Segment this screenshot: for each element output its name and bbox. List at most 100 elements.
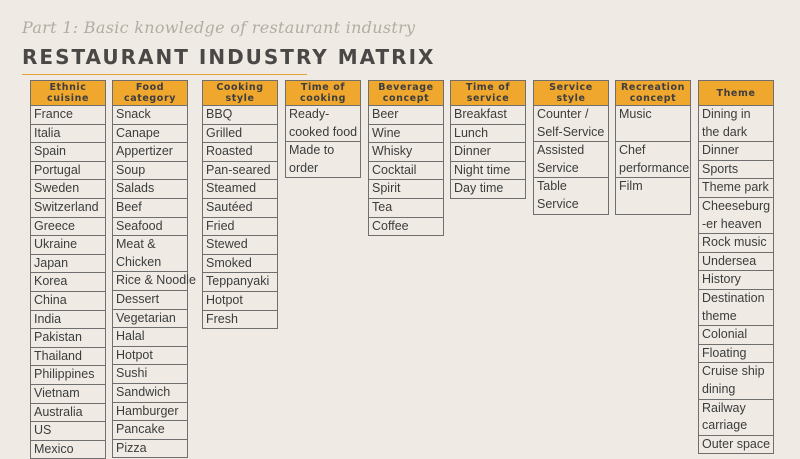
column-header: Beverage concept: [368, 80, 444, 106]
cell-text: France: [34, 107, 73, 121]
cell-text: Service: [537, 160, 579, 175]
column-cells: Breakfast Lunch Dinner Night time Day time: [450, 106, 526, 199]
matrix-cell: Whisky: [369, 142, 443, 161]
title-underline: [22, 74, 307, 75]
matrix-cell: Sports: [699, 159, 773, 179]
header-line: Time of: [300, 82, 346, 93]
matrix-cell: Coffee: [369, 216, 443, 236]
matrix-cell: Vietnam: [31, 383, 105, 403]
cell-text: Pakistan: [34, 330, 82, 345]
matrix-cell: Switzerland: [31, 197, 105, 217]
matrix-cell: Vegetarian: [113, 308, 187, 328]
column-header-text: Ethnic cuisine: [47, 82, 89, 104]
matrix-cell: Cruise ship dining: [699, 362, 773, 398]
cell-text: Hamburger: [116, 403, 179, 418]
matrix-cell: Teppanyaki: [203, 272, 277, 291]
matrix-cell: Steamed: [203, 179, 277, 198]
matrix-column: Time of cooking Ready-cooked food Made to or…: [285, 80, 361, 179]
matrix-cell: Night time: [451, 160, 525, 180]
cell-text: Table: [537, 179, 567, 194]
matrix-cell: Beef: [113, 197, 187, 217]
cell-text: [619, 196, 687, 214]
cell-text: Roasted: [206, 144, 253, 159]
cell-text: Fried: [206, 218, 235, 233]
cell-text: Tea: [372, 199, 393, 214]
cell-text: order: [289, 160, 319, 175]
matrix-cell: Hotpot: [113, 345, 187, 365]
matrix-cell: Breakfast: [451, 106, 525, 124]
cell-text: Halal: [116, 329, 145, 344]
matrix-cell: China: [31, 290, 105, 310]
cell-text: Australia: [34, 404, 83, 419]
header-line: concept: [382, 93, 430, 104]
cell-text: Railway: [702, 400, 746, 415]
cell-text: Dessert: [116, 291, 160, 306]
matrix-cell: Fried: [203, 216, 277, 236]
matrix-cell: Tea: [369, 197, 443, 217]
cell-text: Vegetarian: [116, 310, 176, 325]
cell-text: Colonial: [702, 327, 748, 342]
matrix-cell: Rice & Noodle: [113, 271, 196, 290]
matrix-cell: Sandwich: [113, 382, 187, 402]
cell-text: Seafood: [116, 218, 163, 233]
matrix-cell: Appertizer: [113, 142, 187, 161]
cell-text: Sports: [702, 161, 739, 176]
matrix-cell: Music: [616, 106, 690, 141]
matrix-cell: Destination theme: [699, 288, 773, 325]
matrix-cell: Theme park: [699, 178, 773, 197]
column-header: Cooking style: [202, 80, 278, 106]
column-cells: Dining in the dark Dinner Sports Theme park C…: [698, 106, 774, 455]
matrix-cell: Korea: [31, 272, 105, 291]
cell-text: Night time: [454, 162, 511, 177]
cell-text: Portugal: [34, 162, 81, 177]
cell-text: China: [34, 292, 67, 307]
column-header-text: Recreation concept: [621, 82, 685, 104]
cell-text: Soup: [116, 162, 146, 177]
cell-text: Chicken: [116, 254, 162, 269]
cell-text: Dining in: [702, 107, 751, 121]
matrix-cell: Hotpot: [203, 290, 277, 310]
column-header-text: Time of service: [466, 82, 510, 104]
matrix-cell: Greece: [31, 216, 105, 236]
cell-text: Hotpot: [206, 292, 243, 307]
column-header-text: Food category: [124, 82, 176, 104]
matrix-column: Service style Counter / Self-Service Assiste…: [533, 80, 609, 215]
matrix-cell: Mexico: [31, 439, 105, 459]
header-line: Theme: [716, 87, 756, 99]
matrix-cell: Australia: [31, 402, 105, 422]
cell-text: Spirit: [372, 181, 401, 196]
column-header: Recreation concept: [615, 80, 691, 106]
matrix-cell: Pakistan: [31, 328, 105, 347]
header-line: concept: [629, 93, 677, 104]
matrix-cell: Chef performance: [616, 141, 690, 177]
matrix-cell: Meat & Chicken: [113, 235, 187, 271]
matrix-cell: Thailand: [31, 346, 105, 366]
column-header-text: Cooking style: [216, 82, 263, 104]
cell-text: Counter /: [537, 107, 589, 121]
header-line: Service: [549, 82, 593, 93]
matrix-cell: Rock music: [699, 233, 773, 252]
cell-text: India: [34, 311, 62, 326]
cell-text: Steamed: [206, 181, 257, 196]
cell-text: Teppanyaki: [206, 274, 270, 289]
cell-text: the dark: [702, 124, 748, 139]
matrix-cell: Colonial: [699, 325, 773, 344]
cell-text: Pizza: [116, 440, 147, 455]
matrix-cell: Made to order: [286, 141, 360, 177]
cell-text: Made to: [289, 143, 335, 158]
cell-text: Smoked: [206, 255, 252, 270]
cell-text: cooked food: [289, 124, 358, 139]
cell-text: Undersea: [702, 253, 757, 268]
cell-text: Pan-seared: [206, 162, 271, 177]
cell-text: Appertizer: [116, 144, 173, 159]
matrix-cell: Floating: [699, 343, 773, 363]
cell-text: Outer space: [702, 436, 771, 451]
matrix-cell: Counter / Self-Service: [534, 106, 608, 141]
matrix-cell: BBQ: [203, 106, 277, 124]
header-line: style: [225, 93, 255, 104]
cell-text: Service: [537, 196, 579, 211]
cell-text: Thailand: [34, 348, 82, 363]
header-line: Cooking: [216, 82, 264, 93]
cell-text: performance: [619, 160, 690, 175]
column-cells: Music Chef performance Film: [615, 106, 691, 215]
